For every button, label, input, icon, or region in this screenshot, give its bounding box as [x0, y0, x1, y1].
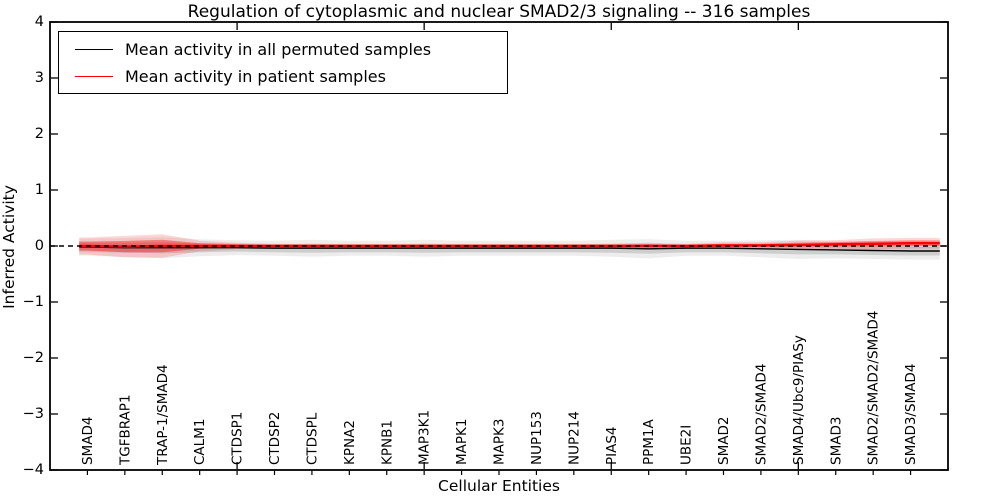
legend-label-permuted: Mean activity in all permuted samples — [125, 40, 432, 59]
x-category-label: SMAD4/Ubc9/PIASy — [791, 335, 807, 465]
x-category-label: PIAS4 — [604, 426, 620, 465]
line-patient — [79, 242, 940, 248]
x-category-label: CTDSPL — [304, 412, 320, 465]
y-tick-label: 1 — [34, 182, 44, 198]
x-category-label: SMAD2/SMAD4 — [753, 364, 769, 465]
y-tick-label: 3 — [34, 70, 44, 86]
x-category-label: PPM1A — [641, 418, 657, 465]
legend-line-permuted-icon — [75, 49, 113, 50]
x-category-label: CTDSP1 — [230, 412, 246, 465]
legend: Mean activity in all permuted samples Me… — [58, 31, 508, 94]
x-axis-label: Cellular Entities — [438, 477, 560, 495]
legend-entry-patient: Mean activity in patient samples — [59, 63, 386, 90]
y-tick-label: −3 — [22, 406, 44, 422]
x-category-label: SMAD3 — [828, 417, 844, 465]
x-category-label: NUP153 — [529, 411, 545, 465]
x-category-label: KPNB1 — [379, 420, 395, 465]
x-category-label: MAP3K1 — [417, 410, 433, 465]
x-category-label: TGFBRAP1 — [117, 394, 133, 466]
x-category-label: MAPK3 — [492, 419, 508, 465]
legend-line-patient-icon — [75, 76, 113, 77]
x-category-label: NUP214 — [566, 411, 582, 465]
y-tick-label: 4 — [34, 14, 44, 30]
y-tick-label: −4 — [22, 462, 44, 478]
x-category-label: CTDSP2 — [267, 412, 283, 465]
line-permuted — [79, 246, 940, 252]
y-tick-label: −2 — [22, 350, 44, 366]
x-category-label: SMAD3/SMAD4 — [903, 364, 919, 465]
x-category-label: CALM1 — [192, 419, 208, 465]
x-category-label: SMAD2/SMAD2/SMAD4 — [866, 311, 882, 465]
x-category-label: KPNA2 — [342, 420, 358, 465]
y-tick-label: 0 — [34, 238, 44, 254]
plot-frame — [49, 21, 949, 471]
legend-entry-permuted: Mean activity in all permuted samples — [59, 36, 431, 63]
x-category-label: SMAD4 — [80, 417, 96, 465]
x-category-label: MAPK1 — [454, 419, 470, 465]
x-category-label: UBE2I — [679, 425, 695, 465]
y-tick-label: 2 — [34, 126, 44, 142]
chart-title: Regulation of cytoplasmic and nuclear SM… — [187, 2, 811, 22]
x-category-label: SMAD2 — [716, 417, 732, 465]
legend-label-patient: Mean activity in patient samples — [125, 67, 386, 86]
x-category-label: TRAP-1/SMAD4 — [155, 364, 171, 466]
y-tick-label: −1 — [22, 294, 44, 310]
